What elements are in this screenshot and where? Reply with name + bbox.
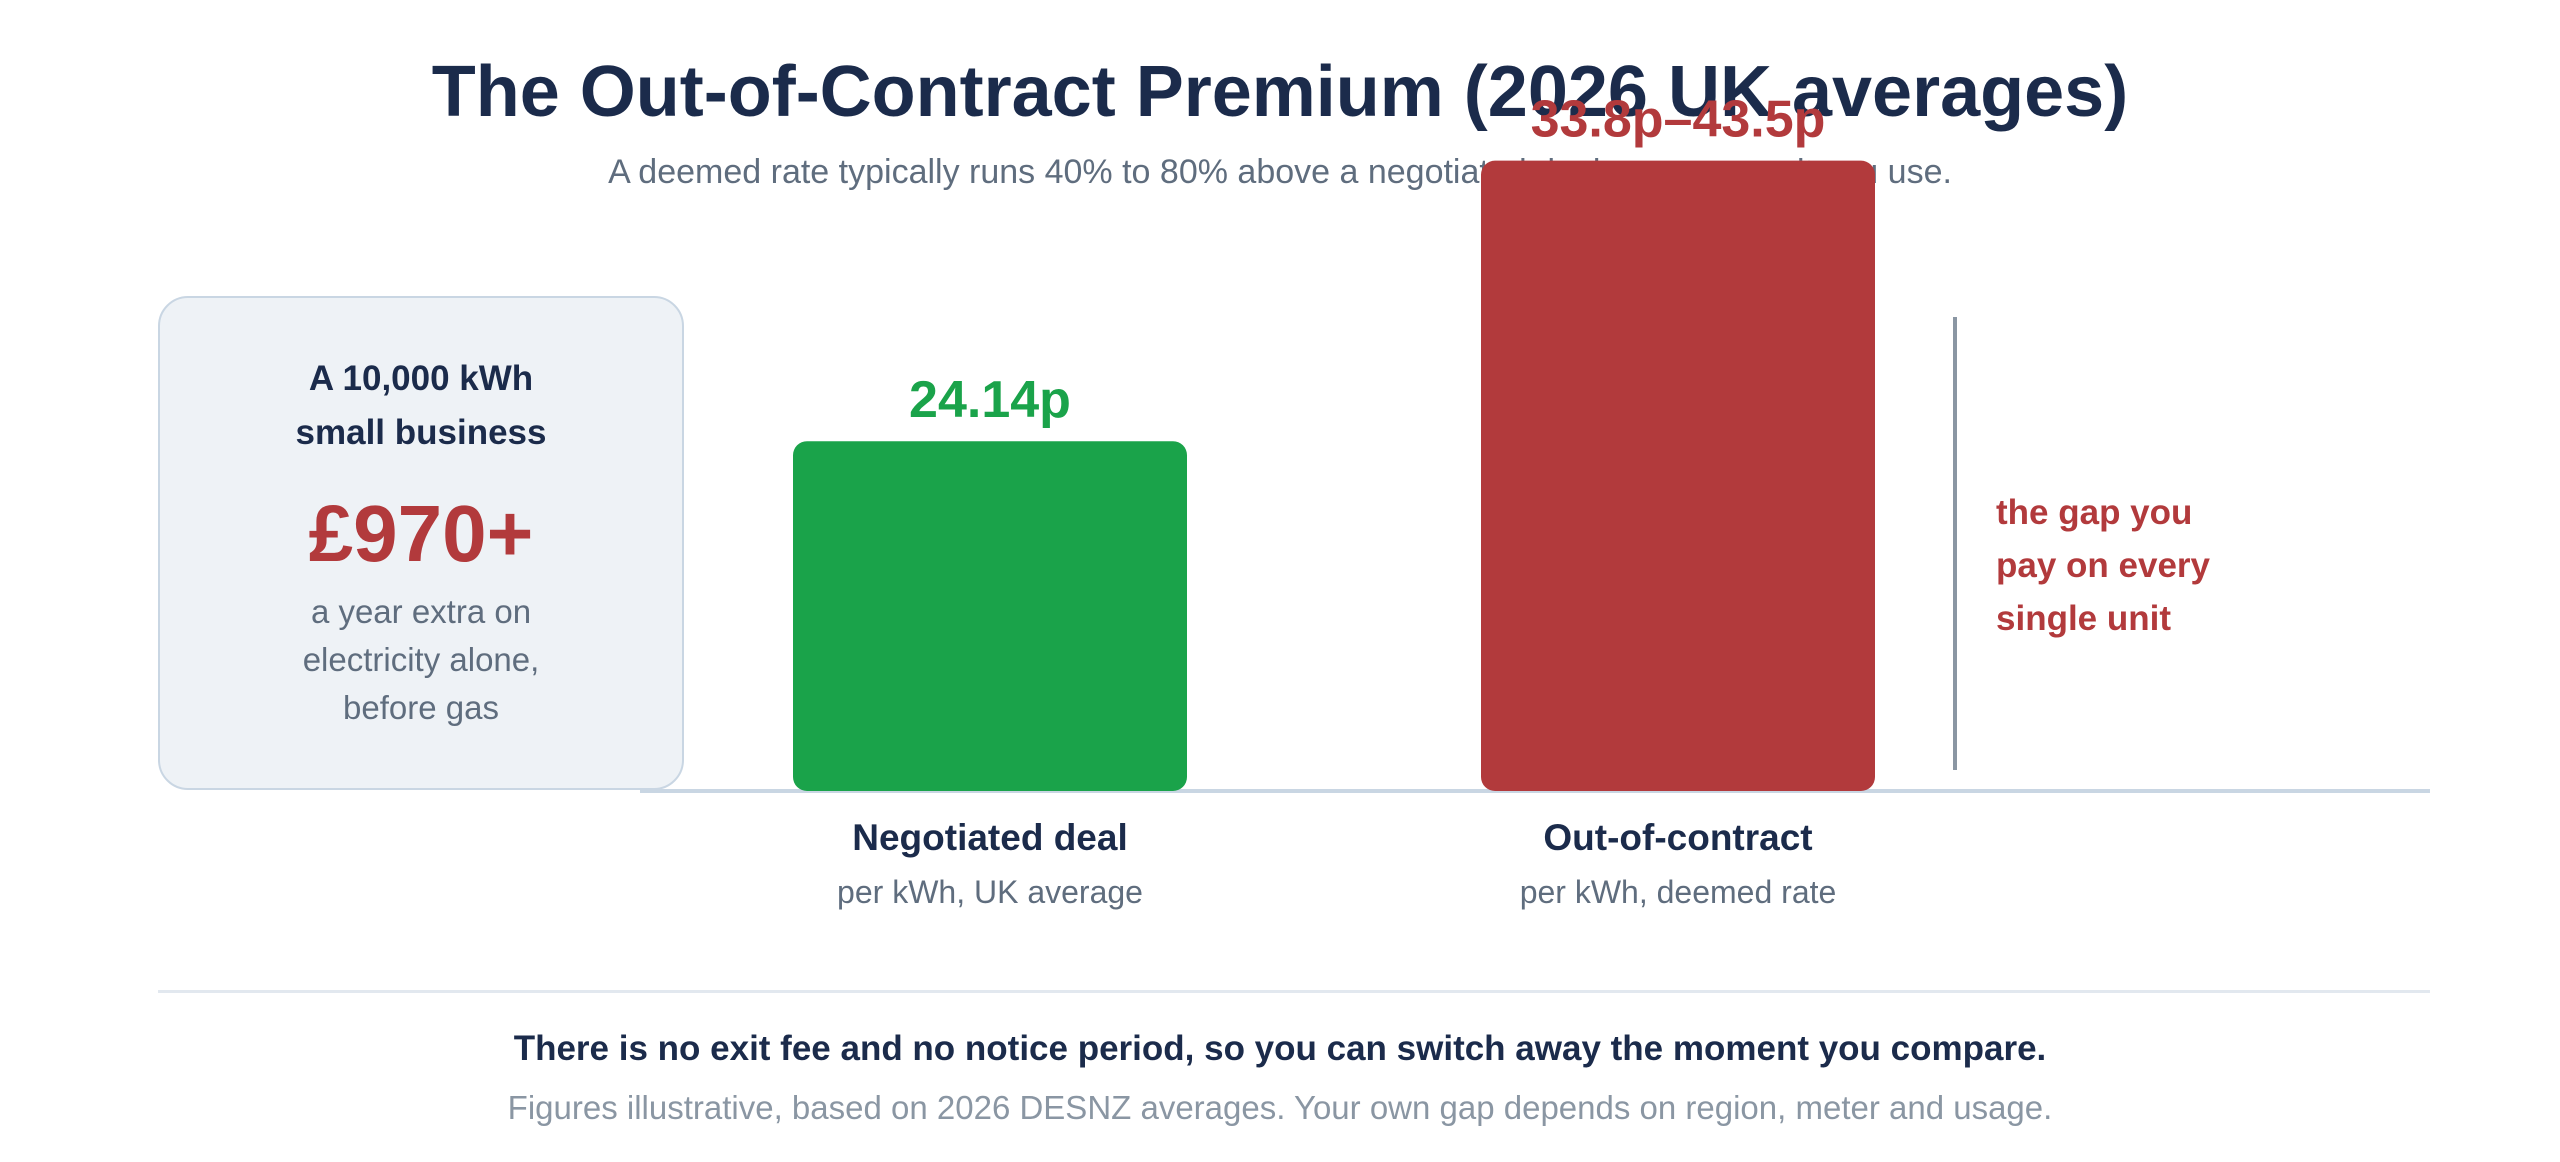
gap-annotation-line: single unit — [1996, 599, 2171, 638]
category-sublabel-out-of-contract: per kWh, deemed rate — [1519, 874, 1837, 910]
category-label-negotiated: Negotiated deal — [852, 817, 1128, 858]
category-label-out-of-contract: Out-of-contract — [1543, 817, 1813, 858]
callout-heading-line: A 10,000 kWh — [308, 359, 534, 398]
chart-title: The Out-of-Contract Premium (2026 UK ave… — [431, 52, 2129, 132]
bar-negotiated — [793, 441, 1187, 791]
callout-text-line: before gas — [343, 689, 499, 726]
bar-out-of-contract — [1481, 160, 1875, 791]
callout-heading-line: small business — [295, 413, 547, 452]
callout-value: £970+ — [308, 489, 534, 578]
callout-text: a year extra on electricity alone, befor… — [160, 588, 682, 732]
footer-statement: There is no exit fee and no notice perio… — [513, 1029, 2047, 1068]
callout-text-line: electricity alone, — [302, 641, 540, 678]
callout-heading: A 10,000 kWh small business — [160, 352, 682, 460]
footer-note: Figures illustrative, based on 2026 DESN… — [507, 1089, 2053, 1126]
bar-value-label-out-of-contract: 33.8p–43.5p — [1531, 91, 1826, 149]
callout-box: A 10,000 kWh small business £970+ a year… — [158, 296, 684, 790]
bars-group: 24.14p 33.8p–43.5p — [793, 91, 1875, 791]
gap-annotation-line: pay on every — [1996, 546, 2210, 585]
footer-divider — [158, 990, 2430, 993]
gap-annotation-line: the gap you — [1996, 493, 2193, 532]
gap-annotation: the gap you pay on every single unit — [1996, 486, 2316, 645]
bar-value-label-negotiated: 24.14p — [909, 371, 1071, 429]
callout-text-line: a year extra on — [310, 593, 532, 630]
category-sublabel-negotiated: per kWh, UK average — [837, 874, 1143, 910]
